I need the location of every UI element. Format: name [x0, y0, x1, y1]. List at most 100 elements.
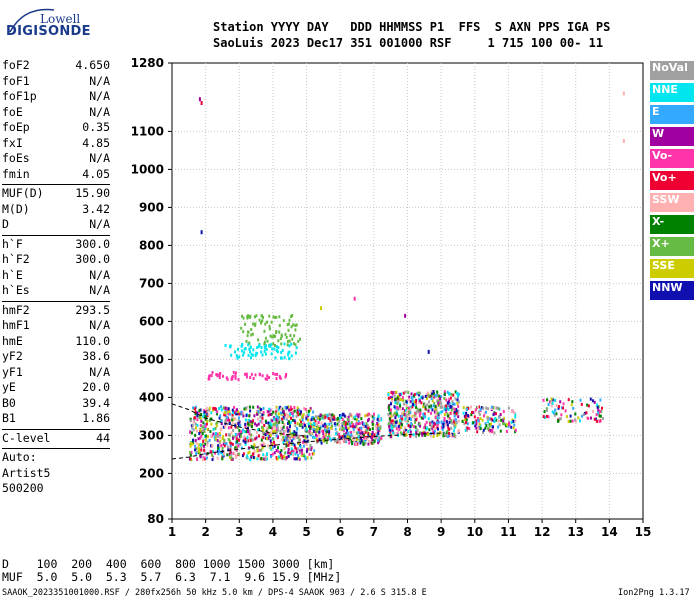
echo-point	[336, 417, 339, 421]
echo-point	[373, 439, 376, 443]
echo-point	[237, 442, 240, 446]
echo-point	[244, 422, 247, 426]
echo-point	[428, 400, 431, 404]
echo-point	[301, 414, 304, 418]
echo-point	[376, 417, 379, 421]
legend-item-w: W	[650, 127, 694, 147]
echo-point	[425, 396, 428, 400]
x-tick-label: 9	[437, 525, 445, 539]
echo-point	[407, 419, 410, 423]
x-tick-label: 12	[534, 525, 551, 539]
echo-point	[280, 453, 283, 457]
echo-point	[422, 412, 425, 416]
echo-point	[446, 390, 449, 394]
echo-point	[622, 139, 625, 143]
echo-point	[245, 372, 248, 376]
echo-point	[432, 392, 435, 396]
echo-point	[283, 455, 286, 459]
echo-point	[493, 412, 496, 416]
echo-point	[295, 457, 298, 461]
echo-point	[285, 412, 288, 416]
echo-point	[240, 349, 243, 353]
echo-point	[286, 421, 289, 425]
echo-point	[426, 432, 429, 436]
echo-point	[213, 435, 216, 439]
echo-point	[291, 415, 294, 419]
param-value: 15.90	[75, 186, 110, 200]
echo-point	[278, 407, 281, 411]
echo-point	[376, 422, 379, 426]
echo-point	[234, 374, 237, 378]
echo-point	[203, 409, 206, 413]
echo-point	[218, 441, 221, 445]
echo-point	[355, 438, 358, 442]
echo-point	[549, 401, 552, 405]
echo-point	[399, 419, 402, 423]
echo-point	[396, 396, 399, 400]
echo-point	[510, 409, 513, 413]
echo-point	[331, 413, 334, 417]
echo-point	[508, 423, 511, 427]
echo-point	[569, 419, 572, 423]
echo-point	[550, 397, 553, 401]
echo-point	[241, 353, 244, 357]
echo-point	[312, 428, 315, 432]
echo-point	[226, 418, 229, 422]
echo-point	[418, 414, 421, 418]
echo-point	[389, 396, 392, 400]
echo-point	[574, 418, 577, 422]
param-separator	[2, 234, 110, 236]
footer-version: Ion2Png 1.3.17	[618, 588, 690, 598]
echo-point	[202, 456, 205, 460]
echo-point	[567, 398, 570, 402]
echo-point	[284, 457, 287, 461]
echo-point	[304, 407, 307, 411]
echo-point	[387, 412, 390, 416]
echo-point	[412, 433, 415, 437]
echo-point	[376, 438, 379, 442]
echo-point	[202, 421, 205, 425]
echo-point	[507, 421, 510, 425]
echo-point	[255, 423, 258, 427]
echo-point	[295, 346, 298, 350]
echo-point	[403, 402, 406, 406]
echo-point	[415, 405, 418, 409]
echo-point	[446, 412, 449, 416]
echo-point	[244, 346, 247, 350]
echo-point	[264, 322, 267, 326]
echo-point	[448, 398, 451, 402]
param-separator	[2, 300, 110, 302]
echo-point	[216, 432, 219, 436]
echo-point	[261, 319, 264, 323]
echo-point	[240, 326, 243, 330]
echo-point	[596, 403, 599, 407]
echo-point	[192, 420, 195, 424]
echo-point	[237, 444, 240, 448]
echo-point	[267, 444, 270, 448]
echo-point	[191, 442, 194, 446]
echo-point	[313, 435, 316, 439]
echo-point	[223, 413, 226, 417]
echo-point	[214, 434, 217, 438]
echo-point	[312, 424, 315, 428]
param-row: MUF(D) 15.90	[2, 186, 110, 202]
echo-point	[446, 434, 449, 438]
echo-point	[496, 406, 499, 410]
echo-point	[231, 435, 234, 439]
echo-point	[293, 436, 296, 440]
param-value: N/A	[89, 283, 110, 297]
echo-point	[318, 417, 321, 421]
echo-point	[333, 422, 336, 426]
echo-point	[290, 439, 293, 443]
echo-point	[586, 416, 589, 420]
y-tick-label: 400	[139, 390, 164, 404]
echo-point	[230, 353, 233, 357]
echo-point	[199, 436, 202, 440]
echo-point	[419, 408, 422, 412]
echo-point	[362, 424, 365, 428]
echo-point	[361, 432, 364, 436]
echo-point	[489, 429, 492, 433]
echo-point	[231, 457, 234, 461]
param-name: B0	[2, 395, 16, 410]
echo-point	[222, 454, 225, 458]
